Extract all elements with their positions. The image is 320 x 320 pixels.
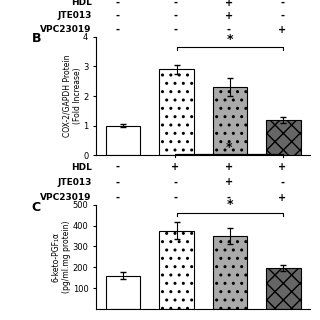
Text: -: - xyxy=(173,11,177,21)
Text: *: * xyxy=(227,33,233,46)
Text: -: - xyxy=(116,0,119,8)
Bar xyxy=(159,69,194,155)
Text: +: + xyxy=(225,177,233,187)
Text: +: + xyxy=(225,0,233,8)
Text: HDL: HDL xyxy=(71,0,92,7)
Text: HDL: HDL xyxy=(71,163,92,172)
Text: -: - xyxy=(116,162,119,172)
Text: -: - xyxy=(227,25,231,35)
Text: +: + xyxy=(171,162,180,172)
Text: VPC23019: VPC23019 xyxy=(40,25,92,35)
Y-axis label: COX-2/GAPDH Protein
(Fold Increase): COX-2/GAPDH Protein (Fold Increase) xyxy=(62,55,82,137)
Text: -: - xyxy=(227,193,231,203)
Text: -: - xyxy=(116,25,119,35)
Bar xyxy=(212,236,247,309)
Bar xyxy=(106,276,140,309)
Text: -: - xyxy=(281,177,284,187)
Text: *: * xyxy=(226,140,232,154)
Text: B: B xyxy=(32,32,41,45)
Bar xyxy=(106,125,140,155)
Text: -: - xyxy=(173,25,177,35)
Text: -: - xyxy=(116,177,119,187)
Bar xyxy=(266,120,301,155)
Text: JTE013: JTE013 xyxy=(57,178,92,187)
Text: C: C xyxy=(32,201,41,214)
Bar xyxy=(212,87,247,155)
Text: +: + xyxy=(225,162,233,172)
Bar xyxy=(159,231,194,309)
Text: -: - xyxy=(116,11,119,21)
Text: +: + xyxy=(278,25,287,35)
Text: VPC23019: VPC23019 xyxy=(40,193,92,202)
Text: +: + xyxy=(278,193,287,203)
Text: JTE013: JTE013 xyxy=(57,11,92,20)
Text: -: - xyxy=(116,193,119,203)
Bar xyxy=(266,268,301,309)
Text: +: + xyxy=(278,162,287,172)
Text: *: * xyxy=(227,198,233,212)
Text: -: - xyxy=(173,0,177,8)
Text: -: - xyxy=(281,11,284,21)
Text: -: - xyxy=(173,177,177,187)
Text: -: - xyxy=(281,0,284,8)
Y-axis label: 6-keto-PGF₁α
(pg/ml.mg protein): 6-keto-PGF₁α (pg/ml.mg protein) xyxy=(52,220,71,293)
Text: +: + xyxy=(225,11,233,21)
Text: -: - xyxy=(173,193,177,203)
